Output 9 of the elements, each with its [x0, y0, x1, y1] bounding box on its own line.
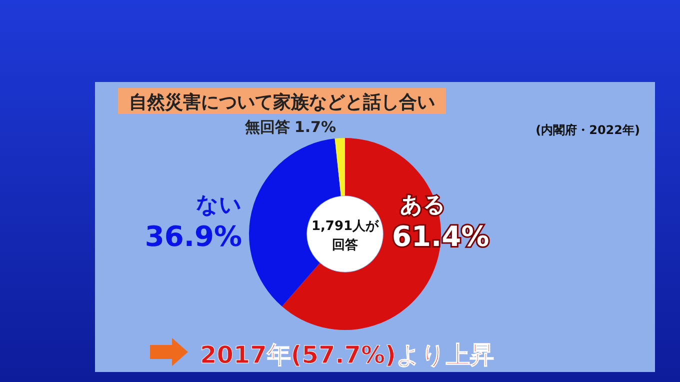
chart-title: 自然災害について家族などと話し合い: [129, 92, 435, 113]
text: (内閣府・2022年): [536, 123, 640, 137]
data-label: 1.7%: [294, 118, 336, 136]
slice-label: 無回答: [244, 118, 290, 136]
text: 1,791人が回答: [311, 219, 380, 253]
text: 2017年(57.7%)より上昇: [200, 341, 494, 369]
slice-label: ない: [196, 193, 242, 218]
donut-slice: [334, 138, 345, 196]
data-label: 36.9%: [144, 220, 242, 253]
